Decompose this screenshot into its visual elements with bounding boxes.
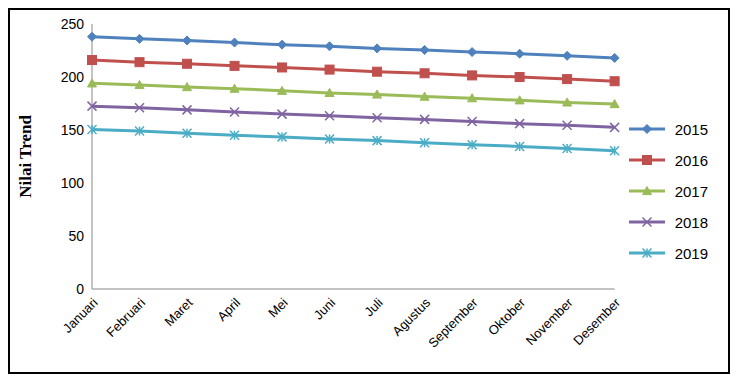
svg-text:Mei: Mei: [265, 295, 290, 320]
svg-text:April: April: [214, 295, 243, 324]
svg-text:100: 100: [61, 175, 85, 191]
svg-text:Juni: Juni: [311, 295, 339, 323]
svg-text:Oktober: Oktober: [485, 295, 529, 339]
svg-text:50: 50: [68, 228, 84, 244]
svg-text:Agustus: Agustus: [389, 295, 433, 339]
html-text:2015: 2015: [674, 120, 708, 138]
svg-text:September: September: [425, 295, 481, 351]
html-text:2017: 2017: [674, 182, 708, 200]
svg-text:Februari: Februari: [103, 295, 148, 340]
svg-text:Maret: Maret: [162, 295, 196, 329]
svg-text:250: 250: [61, 16, 85, 32]
svg-text:Desember: Desember: [570, 295, 623, 348]
svg-text:November: November: [523, 295, 576, 348]
html-text:2016: 2016: [674, 151, 708, 169]
svg-text:Juli: Juli: [361, 295, 385, 319]
svg-text:200: 200: [61, 69, 85, 85]
svg-text:Januari: Januari: [60, 295, 101, 336]
html-text:2019: 2019: [674, 244, 708, 262]
svg-text:Nilai Trend: Nilai Trend: [16, 115, 35, 198]
svg-text:150: 150: [61, 122, 85, 138]
html-text:2018: 2018: [674, 213, 708, 231]
svg-text:0: 0: [76, 281, 84, 297]
